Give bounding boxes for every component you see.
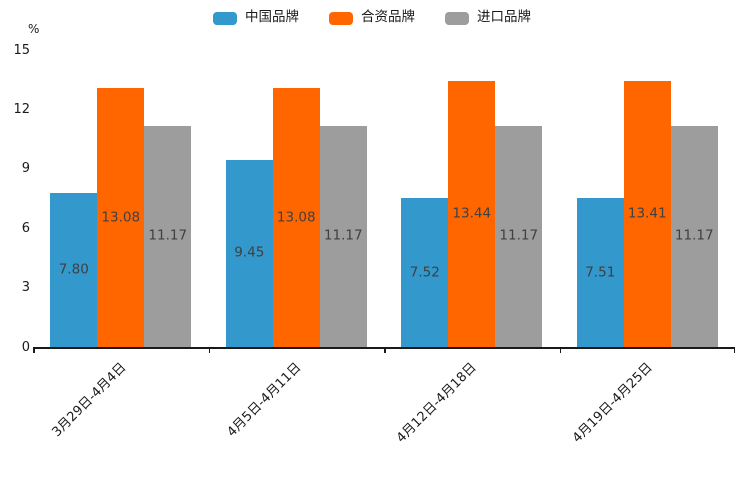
bar-中国品牌-4月5日-4月11日 [225,159,273,347]
bar-value-label: 11.17 [499,227,539,244]
legend-label: 中国品牌 [245,9,299,26]
x-axis-category-label: 4月19日-4月25日 [569,360,656,446]
bar-value-label: 13.08 [276,208,316,225]
chart-legend: 中国品牌 合资品牌 进口品牌 [0,8,744,28]
y-axis-tick-label: 6 [21,220,30,236]
bar-value-label: 13.44 [452,205,492,222]
bar-合资品牌-3月29日-4月4日 [97,88,145,347]
bar-value-label: 11.17 [148,227,188,244]
bar-合资品牌-4月19日-4月25日 [623,81,671,347]
bar-value-label: 13.08 [101,208,141,225]
y-axis-tick-label: 12 [13,101,30,117]
bar-进口品牌-3月29日-4月4日 [144,125,192,347]
x-axis-category-label: 4月5日-4月11日 [224,360,305,441]
x-axis-tick [208,347,210,353]
bar-value-label: 9.45 [234,244,265,261]
bar-value-label: 7.80 [58,261,89,278]
bar-合资品牌-4月5日-4月11日 [272,88,320,347]
bar-value-label: 11.17 [674,227,714,244]
bar-value-label: 7.52 [409,263,440,280]
legend-swatch-icon [445,11,469,25]
x-axis-tick [733,347,735,353]
bar-进口品牌-4月12日-4月18日 [495,125,543,347]
legend-label: 合资品牌 [361,9,415,26]
legend-item-进口品牌[interactable]: 进口品牌 [445,11,531,25]
bar-value-label: 7.51 [585,263,616,280]
legend-swatch-icon [213,11,237,25]
bar-中国品牌-4月19日-4月25日 [576,198,624,347]
legend-item-中国品牌[interactable]: 中国品牌 [213,11,299,25]
y-axis-tick-label: 15 [13,42,30,58]
bar-进口品牌-4月19日-4月25日 [670,125,718,347]
x-axis-category-label: 4月12日-4月18日 [394,360,481,446]
y-axis-tick-label: 9 [21,161,30,177]
legend-item-合资品牌[interactable]: 合资品牌 [329,11,415,25]
legend-swatch-icon [329,11,353,25]
y-axis-unit-label: % [28,22,40,36]
y-axis-tick-label: 3 [21,280,30,296]
bar-中国品牌-3月29日-4月4日 [50,192,98,347]
x-axis-tick [559,347,561,353]
x-axis-tick [33,347,35,353]
legend-label: 进口品牌 [477,9,531,26]
bar-value-label: 13.41 [627,205,667,222]
bar-value-label: 11.17 [323,227,363,244]
x-axis-category-label: 3月29日-4月4日 [49,360,130,441]
bar-进口品牌-4月5日-4月11日 [319,125,367,347]
y-axis-tick-label: 0 [21,339,30,355]
x-axis-tick [384,347,386,353]
bar-合资品牌-4月12日-4月18日 [448,80,496,347]
bar-中国品牌-4月12日-4月18日 [401,198,449,347]
